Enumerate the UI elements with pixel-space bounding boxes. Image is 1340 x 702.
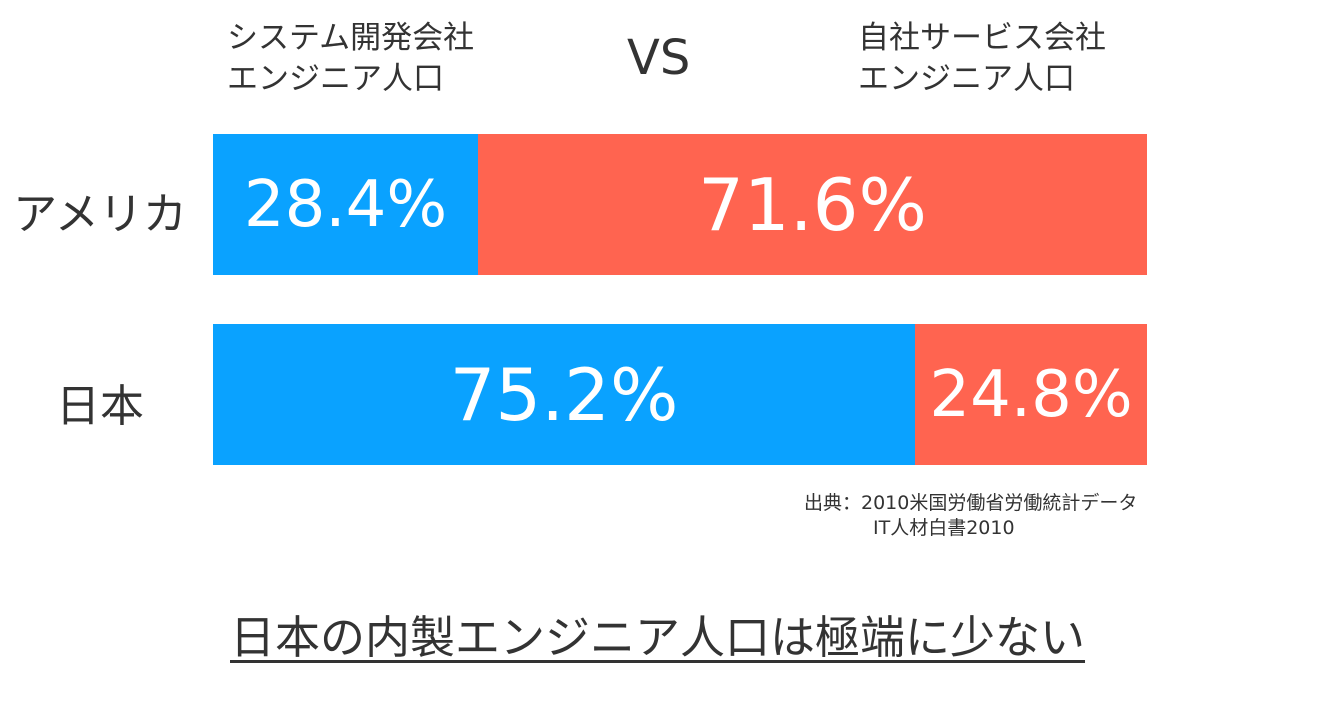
legend-system-dev-line2: エンジニア人口 <box>227 61 444 97</box>
data-label-usa-in-house-service: 71.6% <box>698 162 927 247</box>
bar-usa: 28.4% 71.6% <box>213 134 1147 275</box>
bar-japan: 75.2% 24.8% <box>213 324 1147 465</box>
category-label-usa: アメリカ <box>13 189 187 240</box>
bar-segment-usa-system-dev: 28.4% <box>213 134 478 275</box>
category-label-japan: 日本 <box>56 381 144 432</box>
data-label-usa-system-dev: 28.4% <box>243 167 448 242</box>
source-note: 出典：2010米国労働省労働統計データ IT人材白書2010 <box>804 491 1137 541</box>
legend-in-house-service-line1: 自社サービス会社 <box>858 20 1106 56</box>
vs-label: VS <box>627 30 691 86</box>
bar-segment-usa-in-house-service: 71.6% <box>478 134 1147 275</box>
bar-segment-japan-in-house-service: 24.8% <box>915 324 1147 465</box>
source-line2: IT人材白書2010 <box>873 517 1015 539</box>
headline: 日本の内製エンジニア人口は極端に少ない <box>230 611 1086 664</box>
data-label-japan-in-house-service: 24.8% <box>929 357 1133 432</box>
legend-in-house-service-line2: エンジニア人口 <box>858 61 1075 97</box>
legend-in-house-service: 自社サービス会社 エンジニア人口 <box>858 18 1106 100</box>
data-label-japan-system-dev: 75.2% <box>449 352 679 437</box>
bar-segment-japan-system-dev: 75.2% <box>213 324 915 465</box>
legend-system-dev: システム開発会社 エンジニア人口 <box>227 18 474 100</box>
legend-system-dev-line1: システム開発会社 <box>227 20 475 56</box>
source-line1: 出典：2010米国労働省労働統計データ <box>804 492 1138 514</box>
